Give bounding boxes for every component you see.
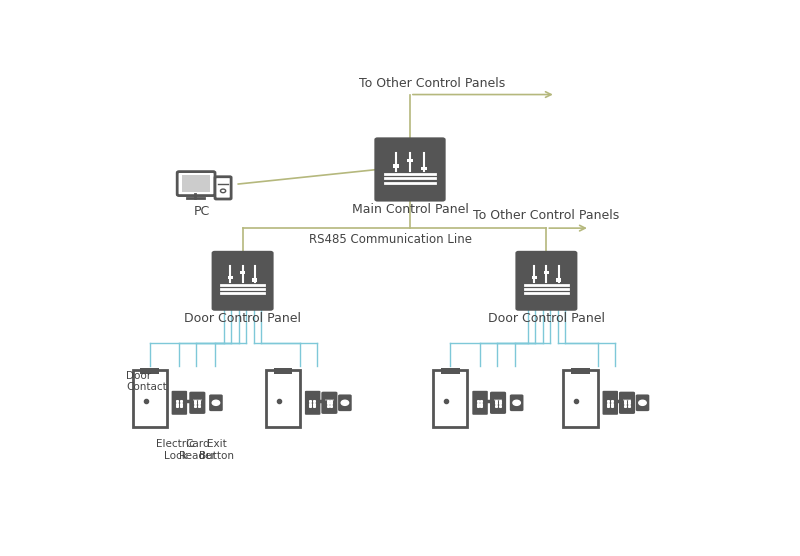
Circle shape [341,400,349,405]
FancyBboxPatch shape [338,394,352,411]
FancyBboxPatch shape [510,394,523,411]
Bar [544,271,549,274]
Bar [266,370,300,428]
FancyBboxPatch shape [305,391,321,415]
Text: Main Control Panel: Main Control Panel [351,203,469,216]
Bar [274,368,292,374]
FancyBboxPatch shape [602,391,618,415]
Bar [133,370,166,428]
Bar [532,276,537,279]
Text: Exit
Button: Exit Button [199,439,234,461]
Bar [325,399,334,401]
FancyBboxPatch shape [172,391,187,415]
FancyBboxPatch shape [619,391,635,414]
FancyBboxPatch shape [211,251,274,311]
Bar [622,399,631,401]
FancyBboxPatch shape [636,394,650,411]
Bar [556,279,561,281]
Bar [252,279,258,281]
Circle shape [638,400,646,405]
FancyBboxPatch shape [209,394,222,411]
Text: To Other Control Panels: To Other Control Panels [358,77,505,90]
Bar [434,370,467,428]
Bar [407,159,413,162]
Text: PC: PC [194,205,210,217]
Bar [193,399,202,401]
Bar [182,176,210,192]
Bar [228,276,233,279]
FancyBboxPatch shape [374,137,446,202]
Text: Door
Contact: Door Contact [126,371,166,392]
FancyBboxPatch shape [515,251,578,311]
Text: Door Control Panel: Door Control Panel [184,312,301,325]
Bar [240,271,245,274]
FancyBboxPatch shape [472,391,488,415]
Bar [140,368,159,374]
FancyBboxPatch shape [215,177,231,199]
Bar [393,164,398,167]
FancyBboxPatch shape [177,172,215,196]
Text: Electric
Lock: Electric Lock [156,439,195,461]
FancyBboxPatch shape [490,391,506,414]
Text: Card
Reader: Card Reader [179,439,216,461]
Bar [571,368,590,374]
FancyBboxPatch shape [322,391,338,414]
Circle shape [513,400,520,405]
Circle shape [212,400,220,405]
Bar [563,370,598,428]
Text: To Other Control Panels: To Other Control Panels [474,208,619,222]
Bar [422,167,427,170]
Bar [494,399,502,401]
Text: Door Control Panel: Door Control Panel [488,312,605,325]
Text: RS485 Communication Line: RS485 Communication Line [309,234,472,246]
Bar [441,368,460,374]
FancyBboxPatch shape [190,391,206,414]
